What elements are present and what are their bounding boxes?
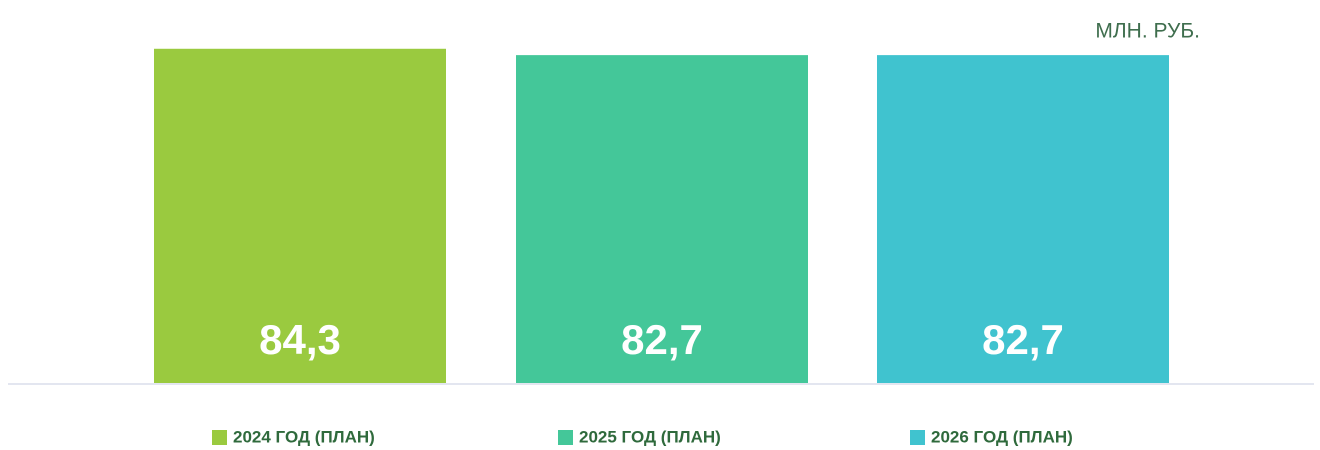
value-label: 84,3 (259, 316, 341, 363)
legend-label: 2024 ГОД (ПЛАН) (233, 427, 375, 446)
bar (516, 55, 808, 383)
unit-label: МЛН. РУБ. (1095, 20, 1200, 43)
legend-swatch (212, 430, 227, 445)
legend-label: 2026 ГОД (ПЛАН) (931, 427, 1073, 446)
bar (877, 55, 1169, 383)
bar (154, 48, 446, 383)
value-label: 82,7 (621, 316, 703, 363)
value-label: 82,7 (982, 316, 1064, 363)
legend-swatch (910, 430, 925, 445)
legend-swatch (558, 430, 573, 445)
legend-label: 2025 ГОД (ПЛАН) (579, 427, 721, 446)
